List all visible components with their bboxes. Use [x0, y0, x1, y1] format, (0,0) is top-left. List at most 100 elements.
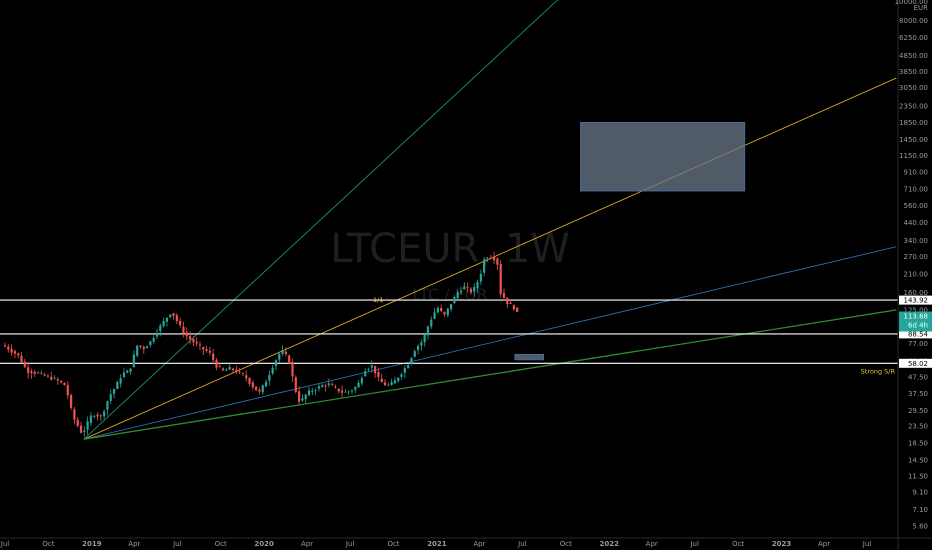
- candle-body: [453, 297, 456, 304]
- time-axis[interactable]: Jul Oct 2019 Apr Jul Oct 2020 Apr Jul Oct 2021 Apr J…: [0, 540, 871, 548]
- candle-body: [109, 394, 112, 401]
- price-tick-label: 14.50: [908, 456, 928, 464]
- candle-body: [360, 377, 363, 384]
- time-tick-label: 2022: [600, 540, 620, 548]
- time-tick-label: 2021: [427, 540, 447, 548]
- trendline-gann-steep[interactable]: [83, 0, 566, 440]
- candle-body: [13, 351, 17, 354]
- candle-body: [238, 371, 241, 373]
- candle-body: [46, 375, 50, 377]
- candle-body: [347, 391, 350, 393]
- candle-body: [188, 336, 192, 340]
- time-tick-label: Jul: [0, 540, 9, 548]
- candle-body: [274, 360, 278, 367]
- candle-body: [364, 371, 367, 377]
- candle-body: [129, 368, 132, 372]
- price-tick-label: 210.00: [904, 270, 929, 278]
- candle-body: [516, 307, 519, 313]
- candle-body: [506, 297, 509, 305]
- candle-body: [149, 341, 152, 346]
- candle-body: [63, 382, 66, 386]
- time-tick-label: Jul: [345, 540, 355, 548]
- price-tag-support: [899, 329, 932, 339]
- time-tick-label: Apr: [473, 540, 485, 548]
- candle-body: [126, 370, 129, 374]
- candle-body: [76, 419, 79, 426]
- candlestick-layer: [3, 251, 519, 437]
- trendline-fan-blue[interactable]: [83, 246, 897, 440]
- candle-body: [476, 281, 479, 289]
- price-tick-label: 77.00: [908, 340, 928, 348]
- time-tick-label: Apr: [301, 540, 313, 548]
- candle-body: [479, 273, 482, 282]
- price-tick-label: 270.00: [904, 253, 929, 261]
- candle-body: [463, 286, 466, 290]
- candle-body: [169, 314, 172, 318]
- candle-body: [337, 388, 340, 392]
- price-tick-label: 10000.00: [895, 0, 928, 6]
- candle-body: [370, 365, 373, 368]
- time-tick-label: Oct: [215, 540, 227, 548]
- candle-body: [198, 344, 202, 346]
- candle-body: [288, 355, 291, 364]
- price-tick-label: 3850.00: [899, 68, 928, 76]
- price-axis[interactable]: 8000.00 6250.00 4850.00 3850.00 3050.00 2350.…: [895, 0, 928, 531]
- zone-target-zone[interactable]: [580, 122, 746, 192]
- candle-body: [261, 385, 264, 393]
- candle-body: [268, 374, 271, 381]
- candle-body: [512, 305, 515, 310]
- candle-body: [136, 345, 139, 356]
- countdown-label: 6d 4h: [908, 322, 928, 330]
- candle-body: [450, 304, 453, 310]
- candle-body: [407, 365, 410, 369]
- price-tag-resistance: [899, 295, 932, 305]
- candle-body: [291, 361, 294, 377]
- time-tick-label: Oct: [560, 540, 572, 548]
- time-tick-label: Apr: [128, 540, 140, 548]
- candle-body: [152, 337, 155, 342]
- candle-body: [440, 308, 443, 312]
- candle-body: [433, 312, 436, 319]
- candle-body: [416, 345, 420, 350]
- price-tag-strong-support: [899, 358, 932, 368]
- price-tick-label: 160.00: [904, 289, 929, 297]
- candle-body: [225, 369, 228, 371]
- price-tick-label: 710.00: [904, 186, 929, 194]
- candle-body: [185, 332, 188, 337]
- candle-body: [179, 320, 182, 326]
- candle-body: [159, 325, 162, 331]
- candle-body: [20, 355, 23, 363]
- candle-body: [327, 383, 330, 385]
- candle-body: [221, 368, 225, 371]
- candle-body: [340, 390, 344, 393]
- price-tag-label: 88.54: [908, 330, 929, 338]
- candle-body: [499, 263, 502, 294]
- candle-body: [228, 366, 231, 370]
- candle-body: [281, 350, 284, 354]
- price-tick-label: 4850.00: [899, 52, 928, 60]
- candle-body: [321, 385, 324, 388]
- candle-body: [297, 391, 301, 402]
- price-tick-label: 23.50: [908, 423, 928, 431]
- candle-body: [248, 378, 251, 384]
- candle-body: [103, 411, 106, 417]
- candle-body: [145, 346, 149, 349]
- candle-body: [473, 286, 476, 292]
- candle-body: [317, 386, 321, 389]
- trendline-fan-green[interactable]: [83, 309, 897, 440]
- candle-body: [195, 341, 198, 344]
- zone-small-zone[interactable]: [514, 353, 545, 361]
- candle-body: [350, 390, 354, 392]
- candle-body: [331, 384, 334, 386]
- watermark-pair: LTC / EUR: [412, 285, 487, 304]
- candle-body: [264, 381, 268, 387]
- watermark-symbol: LTCEUR, 1W: [330, 226, 570, 272]
- candle-body: [122, 372, 126, 377]
- candle-body: [423, 334, 426, 343]
- candle-body: [390, 381, 393, 386]
- candle-body: [486, 259, 489, 261]
- currency-label: EUR: [914, 4, 929, 12]
- candle-body: [344, 391, 347, 393]
